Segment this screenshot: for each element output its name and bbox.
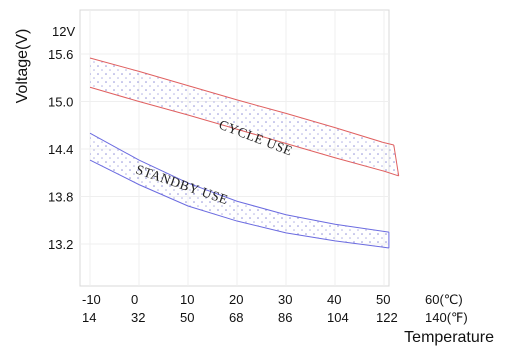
x-tick-label-celsius: 60(℃) xyxy=(425,292,463,307)
x-tick-label-fahrenheit: 122 xyxy=(376,310,398,325)
x-tick-label-fahrenheit: 32 xyxy=(131,310,145,325)
x-tick-label-fahrenheit: 68 xyxy=(229,310,243,325)
x-tick-label-celsius: 10 xyxy=(180,292,194,307)
y-tick-label: 13.8 xyxy=(48,190,73,205)
x-tick-label-celsius: 0 xyxy=(131,292,138,307)
data-bands xyxy=(89,57,400,249)
x-tick-label-fahrenheit: 86 xyxy=(278,310,292,325)
x-axis-title: Temperature xyxy=(404,329,494,346)
y-tick-label: 15.6 xyxy=(48,47,73,62)
band-lower-line xyxy=(89,159,389,249)
x-tick-labels: -10 14 0 32 10 50 20 68 30 86 40 104 50 122 60(℃) 140(℉… xyxy=(82,292,468,325)
x-tick-label-celsius: 50 xyxy=(376,292,390,307)
x-tick-label-fahrenheit: 14 xyxy=(82,310,96,325)
band-lower-line xyxy=(89,86,399,177)
y-tick-label: 14.4 xyxy=(48,142,73,157)
band-fill-standby xyxy=(90,133,389,248)
y-unit-label: 12V xyxy=(52,24,75,39)
band-fill-cycle xyxy=(90,57,399,176)
x-tick-label-celsius: -10 xyxy=(82,292,101,307)
x-tick-label-fahrenheit: 104 xyxy=(327,310,349,325)
x-tick-label-fahrenheit: 140(℉) xyxy=(425,310,468,325)
band-end-line xyxy=(393,144,400,176)
x-tick-label-celsius: 40 xyxy=(327,292,341,307)
y-axis-title: Voltage(V) xyxy=(14,29,31,104)
y-tick-label: 13.2 xyxy=(48,237,73,252)
y-tick-label: 15.0 xyxy=(48,95,73,110)
band-upper-line xyxy=(89,57,394,146)
x-tick-label-celsius: 20 xyxy=(229,292,243,307)
x-tick-label-fahrenheit: 50 xyxy=(180,310,194,325)
y-tick-labels: 15.6 15.0 14.4 13.8 13.2 xyxy=(48,47,73,252)
x-tick-label-celsius: 30 xyxy=(278,292,292,307)
band-upper-line xyxy=(89,132,389,233)
